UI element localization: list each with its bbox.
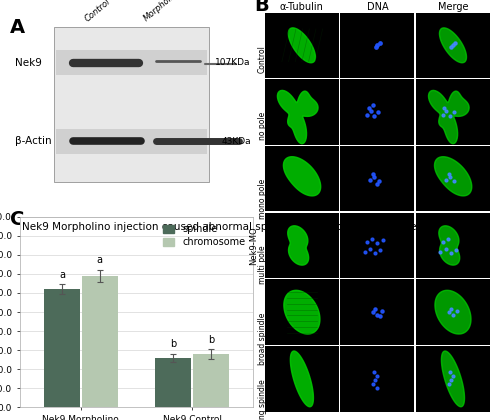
Text: Control: Control — [83, 0, 112, 23]
Point — [371, 305, 379, 312]
Point — [446, 173, 454, 180]
Point — [449, 373, 457, 380]
Point — [369, 309, 377, 315]
Text: Morpholino: Morpholino — [142, 0, 184, 23]
Point — [369, 102, 377, 109]
Point — [444, 381, 452, 388]
Point — [366, 177, 374, 184]
Point — [371, 377, 379, 383]
Text: A: A — [10, 18, 25, 37]
Point — [446, 377, 454, 383]
Point — [446, 369, 454, 376]
Point — [448, 44, 456, 51]
Polygon shape — [442, 351, 464, 407]
Point — [374, 181, 382, 187]
Point — [374, 373, 382, 380]
Point — [370, 369, 378, 376]
Point — [451, 40, 459, 47]
Y-axis label: mono pole: mono pole — [258, 179, 266, 219]
Polygon shape — [284, 157, 321, 196]
Point — [375, 177, 383, 184]
Point — [374, 312, 382, 318]
Polygon shape — [288, 226, 308, 265]
Point — [361, 249, 369, 255]
Title: Merge: Merge — [438, 2, 468, 12]
Point — [374, 240, 382, 247]
Point — [378, 307, 386, 314]
FancyBboxPatch shape — [56, 129, 207, 154]
Text: Nek9-MO: Nek9-MO — [250, 226, 258, 265]
Point — [376, 247, 384, 253]
Point — [363, 112, 371, 119]
Y-axis label: Control: Control — [258, 45, 266, 73]
Point — [369, 381, 377, 388]
Point — [378, 237, 386, 244]
Point — [442, 177, 450, 184]
Point — [446, 250, 454, 257]
Point — [371, 250, 379, 257]
Title: α-Tubulin: α-Tubulin — [280, 2, 324, 12]
Point — [442, 245, 450, 252]
Point — [450, 109, 458, 116]
Point — [367, 108, 375, 114]
Point — [366, 245, 374, 252]
Title: DNA: DNA — [366, 2, 388, 12]
Point — [440, 105, 448, 111]
Point — [370, 173, 378, 180]
Point — [364, 105, 372, 111]
Point — [449, 42, 457, 49]
Polygon shape — [288, 28, 316, 63]
Text: β-Actin: β-Actin — [15, 136, 52, 146]
Polygon shape — [284, 290, 320, 334]
Point — [368, 236, 376, 242]
Text: B: B — [254, 0, 268, 15]
Polygon shape — [290, 351, 314, 407]
Point — [444, 170, 452, 177]
Point — [444, 309, 452, 315]
Point — [372, 385, 380, 391]
Polygon shape — [428, 90, 469, 144]
Text: C: C — [10, 210, 24, 229]
Y-axis label: multi pole: multi pole — [258, 245, 266, 284]
Y-axis label: no pole: no pole — [258, 112, 266, 140]
Point — [369, 170, 377, 177]
Polygon shape — [435, 290, 471, 334]
Y-axis label: broad spindle: broad spindle — [258, 312, 266, 365]
FancyBboxPatch shape — [54, 27, 210, 182]
Polygon shape — [440, 28, 466, 63]
Text: 43KDa: 43KDa — [221, 136, 250, 146]
Point — [449, 312, 457, 318]
Point — [363, 239, 371, 246]
Point — [376, 313, 384, 320]
Point — [454, 307, 462, 314]
FancyBboxPatch shape — [56, 50, 207, 75]
Point — [374, 109, 382, 116]
Point — [446, 305, 454, 312]
Point — [446, 113, 454, 119]
Point — [376, 40, 384, 47]
Text: 107KDa: 107KDa — [215, 58, 250, 67]
Point — [438, 239, 446, 246]
Point — [436, 249, 444, 255]
Polygon shape — [278, 90, 318, 144]
Point — [370, 113, 378, 119]
Polygon shape — [434, 157, 472, 196]
Point — [374, 42, 382, 49]
Point — [452, 247, 460, 253]
Point — [438, 112, 446, 119]
Point — [450, 177, 458, 184]
Point — [444, 236, 452, 242]
Point — [442, 108, 450, 114]
Polygon shape — [439, 226, 460, 265]
Point — [372, 44, 380, 51]
Y-axis label: long spindle: long spindle — [258, 379, 266, 420]
Text: Nek9: Nek9 — [15, 58, 42, 68]
